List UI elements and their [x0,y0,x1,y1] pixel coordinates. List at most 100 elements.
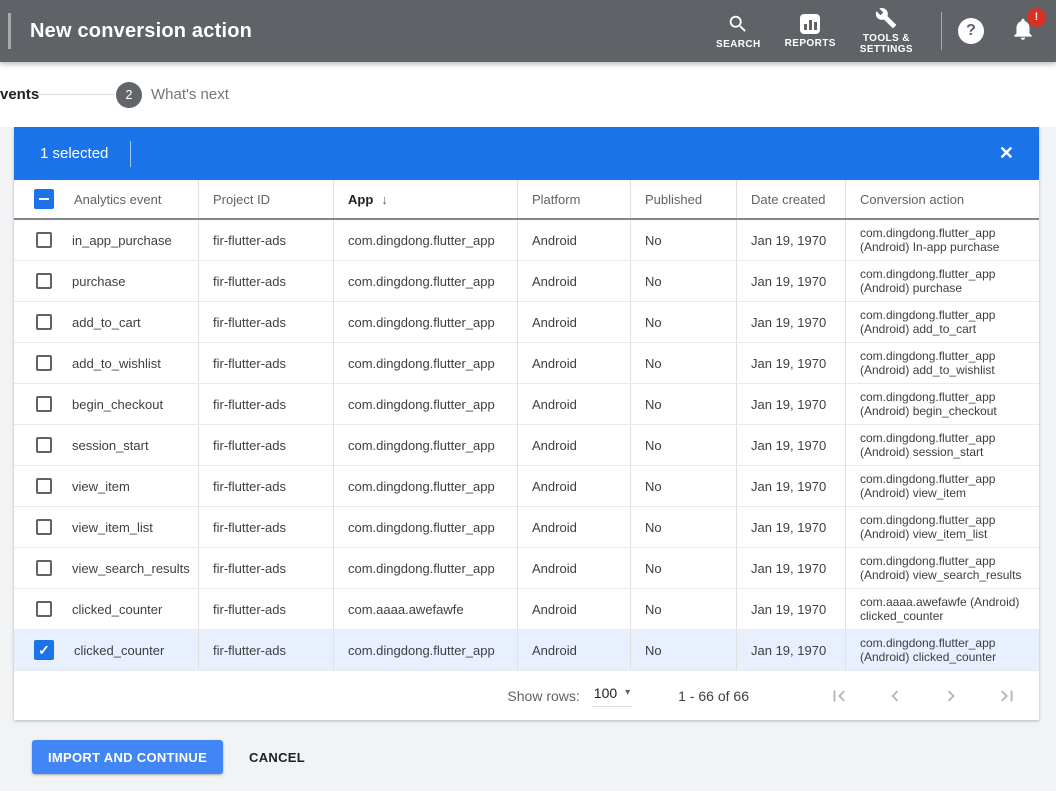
project-id: fir-flutter-ads [198,302,333,342]
chevron-down-icon: ▾ [625,687,631,698]
date-created-header[interactable]: Date created [736,180,845,218]
analytics-event: add_to_wishlist [72,355,161,371]
published: No [630,589,736,629]
row-checkbox[interactable] [36,232,52,248]
search-button[interactable]: SEARCH [716,13,761,50]
project-id: fir-flutter-ads [198,507,333,547]
previous-page-icon[interactable] [883,684,907,708]
date-created: Jan 19, 1970 [736,507,845,547]
app-id: com.dingdong.flutter_app [333,343,517,383]
analytics-event-cell: view_item [14,466,198,506]
row-checkbox-checked[interactable]: ✓ [34,640,54,660]
published: No [630,548,736,588]
select-all-checkbox-indeterminate[interactable] [34,189,54,209]
analytics-event-cell: purchase [14,261,198,301]
close-icon[interactable]: ✕ [998,143,1014,163]
analytics-event: purchase [72,273,126,289]
table-row[interactable]: view_search_results fir-flutter-ads com.di… [14,548,1039,589]
project-id: fir-flutter-ads [198,384,333,424]
row-checkbox[interactable] [36,437,52,453]
row-checkbox[interactable] [36,273,52,289]
date-created: Jan 19, 1970 [736,425,845,465]
conversion-action: com.dingdong.flutter_app (Android) purch… [845,261,1039,301]
tools-settings-button[interactable]: TOOLS & SETTINGS [860,7,913,55]
project-id: fir-flutter-ads [198,220,333,260]
table-row[interactable]: add_to_cart fir-flutter-ads com.dingdong.f… [14,302,1039,343]
date-created: Jan 19, 1970 [736,343,845,383]
stepper-step1-label[interactable]: vents [0,86,40,103]
sort-descending-icon: ↓ [381,191,388,207]
published: No [630,630,736,670]
table-row[interactable]: view_item_list fir-flutter-ads com.dingdon… [14,507,1039,548]
conversion-action-header[interactable]: Conversion action [845,180,1039,218]
table-row[interactable]: session_start fir-flutter-ads com.dingdong… [14,425,1039,466]
conversion-action: com.dingdong.flutter_app (Android) sessi… [845,425,1039,465]
row-checkbox[interactable] [36,560,52,576]
tools-settings-label: TOOLS & SETTINGS [859,33,913,55]
reports-label: REPORTS [784,37,836,49]
selection-bar: 1 selected ✕ [14,127,1039,180]
notification-badge: ! [1027,7,1046,27]
row-checkbox[interactable] [36,396,52,412]
platform: Android [517,261,630,301]
app-id: com.dingdong.flutter_app [333,507,517,547]
first-page-icon[interactable] [827,684,851,708]
reports-button[interactable]: REPORTS [784,13,836,49]
app-id: com.dingdong.flutter_app [333,466,517,506]
table-row[interactable]: clicked_counter fir-flutter-ads com.aaaa.a… [14,589,1039,630]
table-row[interactable]: begin_checkout fir-flutter-ads com.dingdon… [14,384,1039,425]
row-checkbox[interactable] [36,355,52,371]
row-checkbox[interactable] [36,314,52,330]
analytics-event-cell: ✓ clicked_counter [14,630,198,670]
notifications-button[interactable]: ! [1010,7,1046,47]
project-id-header[interactable]: Project ID [198,180,333,218]
analytics-event-cell: view_item_list [14,507,198,547]
last-page-icon[interactable] [995,684,1019,708]
table-row[interactable]: view_item fir-flutter-ads com.dingdong.flu… [14,466,1039,507]
table-row[interactable]: add_to_wishlist fir-flutter-ads com.dingdo… [14,343,1039,384]
table-row[interactable]: ✓ clicked_counter fir-flutter-ads com.dingd… [14,630,1039,671]
help-icon[interactable]: ? [958,18,984,44]
date-created: Jan 19, 1970 [736,589,845,629]
import-and-continue-button[interactable]: IMPORT AND CONTINUE [32,740,224,774]
date-created: Jan 19, 1970 [736,548,845,588]
next-page-icon[interactable] [939,684,963,708]
date-created: Jan 19, 1970 [736,466,845,506]
conversion-action: com.dingdong.flutter_app (Android) click… [845,630,1039,670]
platform-header[interactable]: Platform [517,180,630,218]
column-label[interactable]: Analytics event [74,191,162,207]
table-header: Analytics event Project ID App ↓ Platfor… [14,180,1039,220]
table-row[interactable]: in_app_purchase fir-flutter-ads com.dingdo… [14,220,1039,261]
row-checkbox[interactable] [36,519,52,535]
project-id: fir-flutter-ads [198,630,333,670]
app-id: com.aaaa.awefawfe [333,589,517,629]
table-row[interactable]: purchase fir-flutter-ads com.dingdong.flut… [14,261,1039,302]
platform: Android [517,630,630,670]
cancel-button[interactable]: CANCEL [249,749,306,765]
published-header[interactable]: Published [630,180,736,218]
analytics-event-header: Analytics event [14,180,198,218]
app-id: com.dingdong.flutter_app [333,425,517,465]
analytics-event-cell: session_start [14,425,198,465]
show-rows-select[interactable]: 100 ▾ [591,684,633,707]
page-title: New conversion action [30,19,253,42]
conversion-action: com.aaaa.awefawfe (Android) clicked_coun… [845,589,1039,629]
analytics-event: begin_checkout [72,396,164,412]
analytics-event: session_start [72,437,149,453]
published: No [630,507,736,547]
row-checkbox[interactable] [36,601,52,617]
show-rows-value: 100 [593,684,618,701]
project-id: fir-flutter-ads [198,466,333,506]
analytics-event: in_app_purchase [72,232,172,248]
stepper-connector [39,94,115,95]
app-header-sorted[interactable]: App ↓ [333,180,517,218]
bell-icon [1010,18,1036,46]
table-body: in_app_purchase fir-flutter-ads com.dingdo… [14,220,1039,671]
appbar-divider [941,12,942,50]
pagination-controls [795,684,1019,708]
date-created: Jan 19, 1970 [736,261,845,301]
stepper-step2-circle[interactable]: 2 [116,81,142,108]
row-checkbox[interactable] [36,478,52,494]
conversion-action: com.dingdong.flutter_app (Android) view_… [845,548,1039,588]
show-rows-label: Show rows: [507,687,580,704]
